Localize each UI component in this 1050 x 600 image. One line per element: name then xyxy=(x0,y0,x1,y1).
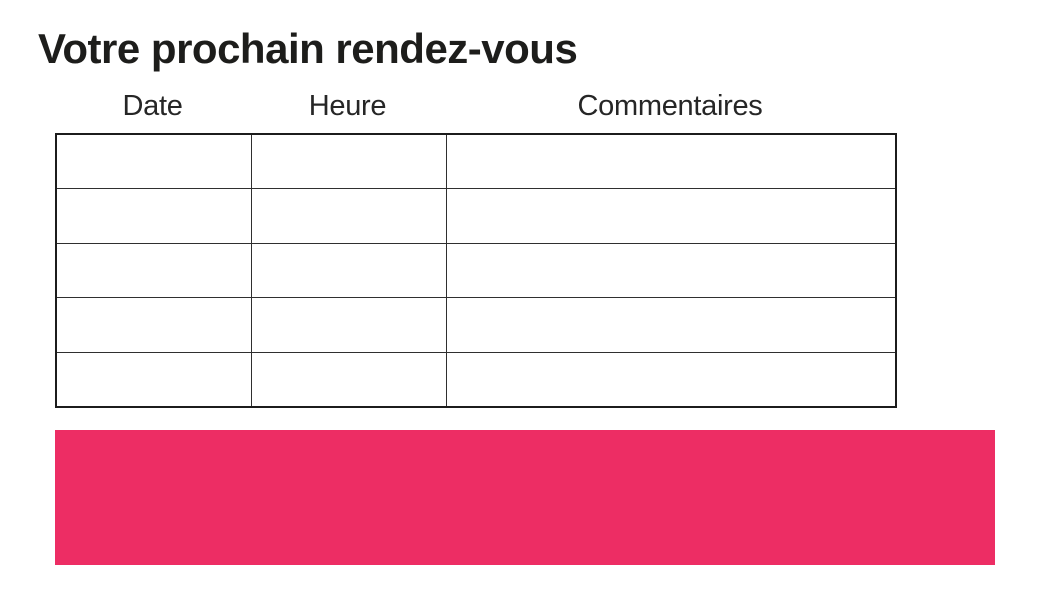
cell-heure xyxy=(250,133,447,189)
table-column-headers: Date Heure Commentaires xyxy=(55,92,895,121)
cell-date xyxy=(55,351,252,407)
cell-heure xyxy=(250,351,447,407)
table-row xyxy=(55,133,897,189)
cell-date xyxy=(55,188,252,244)
cell-commentaires xyxy=(445,351,897,407)
accent-banner xyxy=(55,430,995,565)
cell-commentaires xyxy=(445,188,897,244)
cell-commentaires xyxy=(445,242,897,298)
table-row xyxy=(55,297,897,353)
cell-heure xyxy=(250,242,447,298)
cell-date xyxy=(55,242,252,298)
cell-date xyxy=(55,133,252,189)
table-row xyxy=(55,351,897,407)
cell-commentaires xyxy=(445,133,897,189)
cell-commentaires xyxy=(445,297,897,353)
table-row xyxy=(55,188,897,244)
column-header-heure: Heure xyxy=(308,90,387,122)
appointments-table xyxy=(55,133,897,408)
page-title: Votre prochain rendez-vous xyxy=(38,25,578,72)
column-header-date: Date xyxy=(122,90,183,122)
cell-date xyxy=(55,297,252,353)
cell-heure xyxy=(250,297,447,353)
cell-heure xyxy=(250,188,447,244)
column-header-commentaires: Commentaires xyxy=(577,90,763,122)
table-row xyxy=(55,242,897,298)
